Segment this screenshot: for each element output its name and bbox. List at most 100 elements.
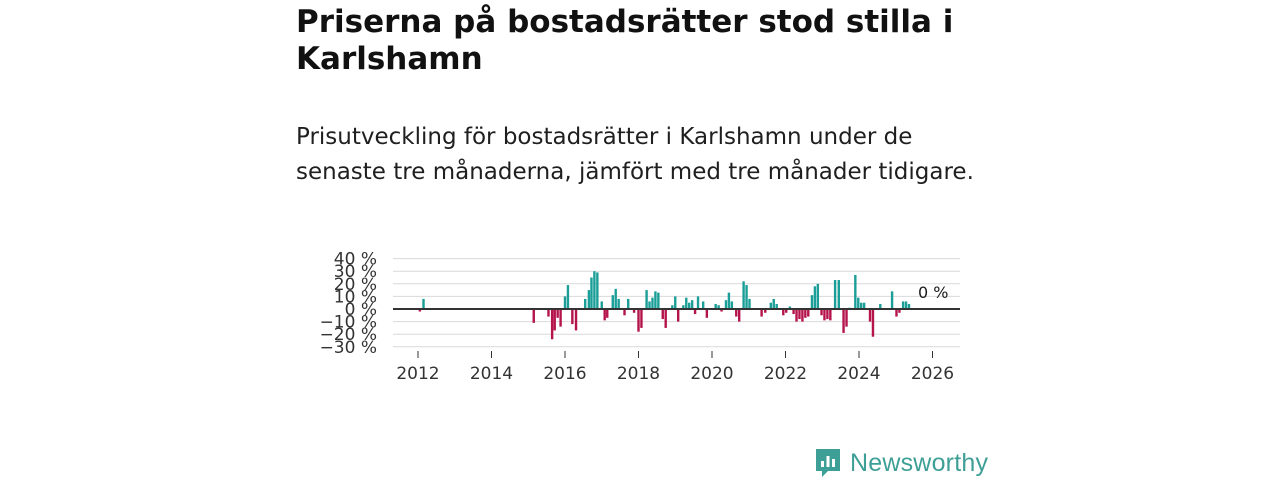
x-tick-label: 2026 xyxy=(911,364,954,384)
bar xyxy=(845,309,848,327)
bar xyxy=(603,309,606,321)
bar xyxy=(795,309,798,322)
bar xyxy=(693,309,697,315)
bar xyxy=(904,301,908,309)
bar xyxy=(798,309,801,320)
data-labels: 0 % xyxy=(918,283,948,302)
bar xyxy=(418,309,422,312)
bar xyxy=(685,297,688,309)
bar xyxy=(563,296,567,309)
bar xyxy=(600,301,603,309)
bar xyxy=(688,302,691,309)
bar xyxy=(664,309,667,328)
bar xyxy=(745,285,748,309)
bar xyxy=(823,309,826,321)
bar xyxy=(772,298,775,309)
bar xyxy=(674,296,677,309)
bar xyxy=(553,309,556,331)
bar xyxy=(890,291,894,309)
y-tick-label: −30 % xyxy=(320,338,377,358)
bar xyxy=(701,301,705,309)
bar xyxy=(785,309,788,313)
bar xyxy=(671,305,674,309)
bar xyxy=(857,297,860,309)
page-subtitle: Prisutveckling för bostadsrätter i Karls… xyxy=(296,124,974,185)
bar xyxy=(862,302,866,309)
bar xyxy=(826,309,829,320)
bar xyxy=(907,303,911,309)
y-tick-label: 20 % xyxy=(334,275,377,295)
bar xyxy=(764,309,767,313)
y-tick-label: 30 % xyxy=(334,262,377,282)
y-tick-label: −20 % xyxy=(320,325,377,345)
newsworthy-logo-icon xyxy=(816,449,840,477)
bar xyxy=(748,298,751,309)
bar xyxy=(596,272,599,309)
bar xyxy=(860,302,863,309)
bar xyxy=(651,297,654,309)
bar xyxy=(590,277,593,309)
bar xyxy=(611,295,614,309)
bar xyxy=(648,301,651,309)
bar xyxy=(587,290,591,309)
bar xyxy=(690,300,694,309)
bar xyxy=(645,290,648,309)
bar xyxy=(807,309,810,317)
bars xyxy=(418,271,911,340)
x-axis-ticks: 2012 2014 2016 2018 2020 2022 2024 2026 xyxy=(396,351,954,384)
y-tick-label: 40 % xyxy=(334,250,377,270)
x-tick-label: 2012 xyxy=(396,364,439,384)
bar xyxy=(788,306,792,309)
bar xyxy=(696,296,700,309)
brand-name: Newsworthy xyxy=(850,448,989,477)
bar xyxy=(574,309,578,331)
bar xyxy=(792,309,795,315)
bar xyxy=(654,291,657,309)
bar xyxy=(760,309,763,317)
bar xyxy=(879,303,882,309)
page-title: Priserna på bostadsrätter stod stilla i … xyxy=(296,4,954,77)
brand-logo[interactable]: Newsworthy xyxy=(814,446,988,480)
bar xyxy=(813,286,817,309)
bar xyxy=(657,292,660,309)
bar xyxy=(842,309,845,333)
last-value-label: 0 % xyxy=(918,283,948,302)
bar xyxy=(550,309,554,340)
x-tick-label: 2020 xyxy=(690,364,733,384)
bar xyxy=(627,298,630,309)
bar xyxy=(810,295,814,309)
bar xyxy=(705,309,709,318)
bar xyxy=(676,309,680,322)
y-tick-label: 10 % xyxy=(334,287,377,307)
x-tick-label: 2022 xyxy=(764,364,807,384)
bar xyxy=(720,309,723,312)
bar xyxy=(559,309,562,327)
bar xyxy=(769,302,772,309)
bar xyxy=(593,271,596,309)
bar xyxy=(632,309,636,313)
bar xyxy=(833,280,837,309)
bar xyxy=(623,309,626,316)
bar xyxy=(682,305,685,309)
bar xyxy=(717,305,720,309)
bar xyxy=(804,309,807,318)
bar xyxy=(637,309,640,332)
bar xyxy=(571,309,574,325)
bar xyxy=(714,303,717,309)
y-axis-ticks: 40 %30 %20 %10 %0 %−10 %−20 %−30 % xyxy=(320,250,377,358)
bar xyxy=(556,309,559,318)
bar xyxy=(730,301,734,309)
x-tick-label: 2016 xyxy=(543,364,586,384)
bar xyxy=(775,303,778,309)
bar xyxy=(547,309,550,317)
bar xyxy=(898,309,901,313)
y-tick-label: 0 % xyxy=(345,300,377,320)
price-change-chart: 40 %30 %20 %10 %0 %−10 %−20 %−30 % 2012 2… xyxy=(320,250,960,384)
bar xyxy=(871,309,875,337)
bar xyxy=(661,309,664,320)
bar xyxy=(820,309,823,316)
bar xyxy=(422,298,425,309)
bar xyxy=(566,285,570,309)
bar xyxy=(901,301,905,309)
bar xyxy=(640,309,643,328)
